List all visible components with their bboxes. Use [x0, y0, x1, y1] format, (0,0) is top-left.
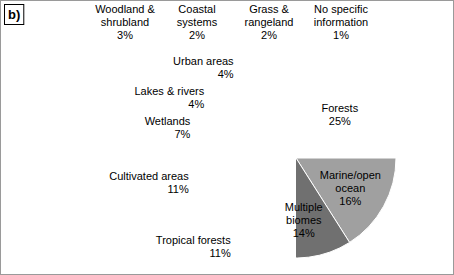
- slice-label: Lakes & rivers4%: [135, 85, 205, 110]
- value-label: 7%: [174, 128, 190, 140]
- slice-label: Woodland &shrubland3%: [95, 3, 155, 41]
- category-label-line: Cultivated areas: [109, 170, 189, 182]
- category-label-line: information: [314, 16, 368, 28]
- chart-frame: [1, 1, 454, 275]
- category-label: No specificinformation: [314, 3, 369, 28]
- value-label: 2%: [261, 29, 277, 41]
- slice-label: Urban areas4%: [173, 55, 234, 80]
- value-label: 11%: [168, 183, 189, 195]
- slice-label: Forests25%: [321, 102, 358, 127]
- category-label-line: systems: [177, 16, 218, 28]
- category-label: Marine/openocean: [320, 169, 381, 194]
- category-label-line: Lakes & rivers: [135, 85, 205, 97]
- category-label-line: No specific: [314, 3, 368, 15]
- category-label: Multiplebiomes: [285, 201, 323, 226]
- value-label: 2%: [189, 29, 205, 41]
- category-label-line: Multiple: [285, 201, 323, 213]
- category-label: Cultivated areas: [109, 170, 189, 182]
- category-label: Forests: [321, 102, 358, 114]
- category-label: Tropical forests: [156, 234, 231, 246]
- category-label-line: Grass &: [249, 3, 289, 15]
- category-label-line: Woodland &: [95, 3, 155, 15]
- slice-label: Marine/openocean16%: [320, 169, 381, 207]
- value-label: 1%: [333, 29, 349, 41]
- category-label-line: Coastal: [178, 3, 215, 15]
- category-label-line: Urban areas: [173, 55, 234, 67]
- category-label-line: Wetlands: [145, 115, 191, 127]
- category-label-line: biomes: [286, 214, 322, 226]
- value-label: 3%: [117, 29, 133, 41]
- chart-title: b): [8, 7, 20, 22]
- category-label: Grass &rangeland: [245, 3, 294, 28]
- title-box: [5, 5, 24, 25]
- value-label: 4%: [218, 68, 234, 80]
- category-label: Wetlands: [145, 115, 191, 127]
- category-label: Lakes & rivers: [135, 85, 205, 97]
- category-label-line: shrubland: [101, 16, 149, 28]
- value-label: 4%: [188, 98, 204, 110]
- category-label-line: Forests: [321, 102, 358, 114]
- category-label: Woodland &shrubland: [95, 3, 155, 28]
- value-label: 11%: [209, 247, 230, 259]
- chart-svg: b)Forests25%Marine/openocean16%Multipleb…: [0, 0, 454, 275]
- slice-label: No specificinformation1%: [314, 3, 369, 41]
- value-label: 14%: [293, 227, 315, 239]
- slice-label: Wetlands7%: [145, 115, 191, 140]
- category-label-line: Tropical forests: [156, 234, 231, 246]
- category-label: Coastalsystems: [177, 3, 218, 28]
- label-layer: Forests25%Marine/openocean16%Multiplebio…: [95, 3, 381, 259]
- slice-label: Cultivated areas11%: [109, 170, 189, 195]
- value-label: 25%: [329, 115, 351, 127]
- category-label: Urban areas: [173, 55, 234, 67]
- slice-label: Grass &rangeland2%: [245, 3, 294, 41]
- category-label-line: ocean: [335, 182, 365, 194]
- pie-group: [296, 158, 396, 258]
- value-label: 16%: [339, 195, 361, 207]
- category-label-line: Marine/open: [320, 169, 381, 181]
- slice-label: Multiplebiomes14%: [285, 201, 323, 239]
- category-label-line: rangeland: [245, 16, 294, 28]
- slice-label: Tropical forests11%: [156, 234, 231, 259]
- title-group: b): [5, 5, 24, 25]
- chart-container: b)Forests25%Marine/openocean16%Multipleb…: [0, 0, 454, 275]
- slice-label: Coastalsystems2%: [177, 3, 218, 41]
